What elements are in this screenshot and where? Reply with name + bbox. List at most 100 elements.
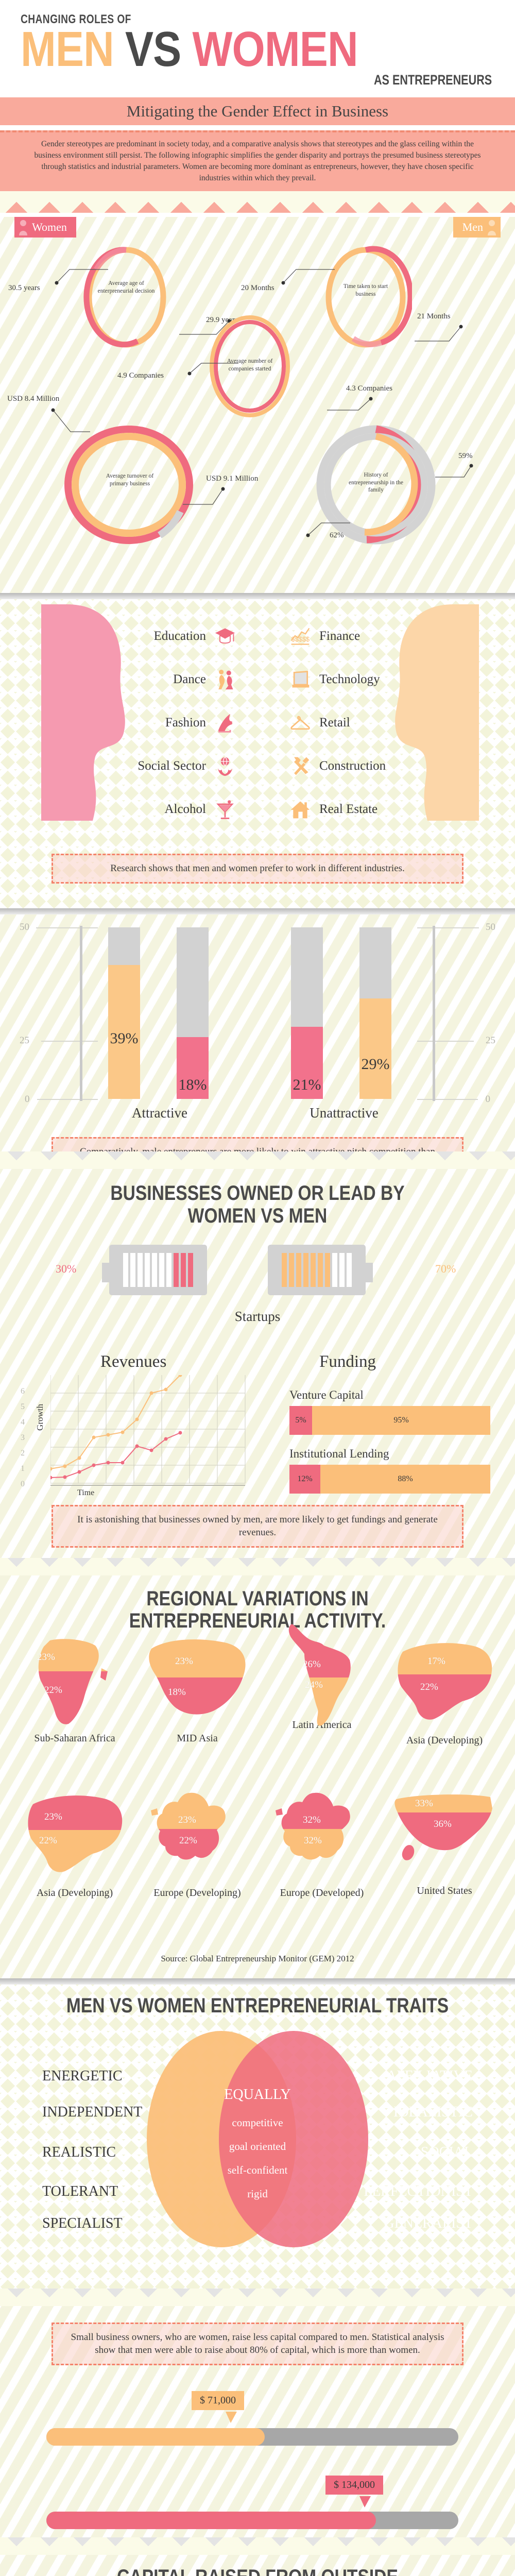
outside-capital-section: CAPITAL RAISED FROM OUTSIDE SOURCES 60% …	[0, 2554, 515, 2576]
industry-label: Technology	[319, 672, 380, 687]
battery-men	[268, 1244, 373, 1295]
funding-women-segment: 12%	[289, 1464, 320, 1494]
industry-label: Social Sector	[138, 759, 206, 773]
traits-note: Small business owners, who are women, ra…	[52, 2322, 464, 2365]
bar-value-label: 29%	[361, 1056, 390, 1073]
battery-cell-filled	[311, 1252, 316, 1287]
axis-label-25-right: 25	[486, 1035, 495, 1046]
leader-line-turnover-women	[51, 408, 90, 432]
region-bottom-pct: 22%	[420, 1682, 438, 1693]
donut-companies-men-value: 4.3 Companies	[346, 384, 392, 393]
donut-turnover-women-value: USD 8.4 Million	[7, 395, 60, 403]
region-cell: 23% 22% Sub-Saharan Africa	[10, 1637, 139, 1744]
title-women: WOMEN	[192, 22, 358, 77]
leader-line-companies-men	[327, 397, 373, 411]
revenues-ytick: 3	[21, 1433, 25, 1442]
donut-age-label: Average age of enterpreneurial decision	[97, 280, 155, 294]
venn-diagram: ENERGETIC INDEPENDENT REALISTIC TOLERANT…	[0, 2021, 515, 2289]
battery-cell	[130, 1252, 135, 1287]
donut-companies-women-value: 4.9 Companies	[117, 371, 164, 380]
industry-label: Fashion	[165, 716, 206, 730]
industry-label: Dance	[173, 672, 206, 687]
traits-section: MEN VS WOMEN ENTREPRENEURIAL TRAITS ENER…	[0, 1985, 515, 2289]
outside-title-line1: CAPITAL RAISED FROM OUTSIDE	[45, 2566, 469, 2576]
legend-women-label: Women	[32, 221, 67, 234]
battery-cell	[123, 1252, 128, 1287]
revenues-title: Revenues	[100, 1352, 167, 1371]
industry-label: Finance	[319, 629, 360, 643]
region-map: 23% 18%	[133, 1637, 262, 1730]
bar-category-unattractive: Unattractive	[310, 1105, 379, 1121]
divider-zigzag-2	[0, 1151, 515, 1170]
battery-cell-filled	[174, 1252, 179, 1287]
axis-label-50-left: 50	[20, 922, 29, 933]
subtitle-band: Mitigating the Gender Effect in Business	[0, 97, 515, 126]
gridline-25-left	[41, 1041, 98, 1042]
industries-men-list: $$$$$ Finance Technology Retail	[288, 615, 458, 831]
region-cell: 23% 22% Asia (Developing)	[10, 1792, 139, 1899]
industry-label: Education	[153, 629, 206, 643]
region-top-pct: 33%	[415, 1798, 433, 1809]
bar-unattractive-men: 29%	[359, 927, 391, 1099]
owned-title-line1: BUSINESSES OWNED OR LEAD BY	[110, 1182, 405, 1205]
donut-time-label: Time taken to start business	[343, 283, 388, 297]
shared-trait: competitive	[232, 2116, 283, 2129]
trait-women: IDEALISTIC	[393, 2104, 473, 2120]
battery-cell	[145, 1252, 150, 1287]
owned-title: BUSINESSES OWNED OR LEAD BY WOMEN VS MEN	[41, 1169, 474, 1230]
industries-section: Education Dance Fashion Social Sector	[0, 599, 515, 908]
industry-item: Real Estate	[288, 788, 458, 831]
bar-fill-women	[177, 1037, 209, 1099]
man-head-silhouette	[395, 604, 479, 821]
gridline-0-left	[37, 1099, 98, 1100]
battery-women-pct: 30%	[56, 1262, 77, 1275]
divider-zigzag-4	[0, 2288, 515, 2306]
leader-line-companies-women	[187, 363, 238, 376]
hands-globe-icon	[213, 754, 237, 778]
regional-maps-row-1: 23% 22% Sub-Saharan Africa 23% 18% MID A…	[0, 1624, 515, 1792]
region-cell: 32% 32% Europe (Developed)	[258, 1792, 386, 1899]
industry-item: Education	[67, 615, 237, 658]
donut-family-chart	[316, 425, 436, 545]
axis-pole-right	[433, 926, 435, 1101]
capital-track-men	[46, 2428, 458, 2446]
divider-zigzag-5	[0, 2537, 515, 2555]
region-name: Asia (Developing)	[36, 1887, 113, 1899]
donut-family-women-value: 59%	[458, 452, 473, 461]
region-map: 33% 36%	[380, 1790, 509, 1883]
industry-item: Fashion	[67, 701, 237, 744]
industry-item: Construction	[288, 744, 458, 788]
leader-line-family-women	[435, 464, 473, 478]
region-bottom-pct: 18%	[168, 1687, 186, 1698]
leader-line-turnover-men	[183, 487, 225, 505]
capital-bar-row: $ 71,000 $ 134,000	[0, 2377, 515, 2531]
battery-cell-filled	[303, 1252, 308, 1287]
region-top-pct: 23%	[175, 1656, 193, 1667]
house-icon	[288, 798, 312, 821]
man-silhouette-icon	[488, 220, 496, 236]
donut-turnover-men-value: USD 9.1 Million	[206, 474, 259, 483]
donut-age: Average age of enterpreneurial decision	[80, 246, 173, 351]
legend-women: Women	[14, 217, 76, 238]
industry-item: Social Sector	[67, 744, 237, 788]
woman-silhouette-icon	[19, 220, 27, 236]
battery-women	[102, 1244, 207, 1295]
battery-cell	[339, 1252, 345, 1287]
revenues-ytick: 1	[21, 1464, 25, 1473]
callout-tail-men	[226, 2411, 237, 2423]
graduation-cap-icon	[213, 624, 237, 648]
legend-row: Women Men	[0, 217, 515, 243]
gridline-0-right	[417, 1099, 478, 1100]
battery-cell-filled	[282, 1252, 287, 1287]
capital-fill-men	[46, 2428, 265, 2446]
capital-bars-section: Small business owners, who are women, ra…	[0, 2306, 515, 2537]
funding-bar-institutional-lending: 12% 88%	[289, 1464, 490, 1494]
industry-label: Retail	[319, 716, 350, 730]
donut-family-men-value: 62%	[330, 531, 344, 540]
region-bottom-pct: 24%	[305, 1680, 323, 1691]
revenues-x-axis-label: Time	[77, 1488, 95, 1497]
regional-source: Source: Global Entrepreneurship Monitor …	[161, 1954, 354, 1964]
region-cell: 33% 36% United States	[380, 1790, 509, 1897]
funding-item-label: Institutional Lending	[289, 1447, 389, 1460]
donut-turnover-chart	[64, 426, 193, 545]
